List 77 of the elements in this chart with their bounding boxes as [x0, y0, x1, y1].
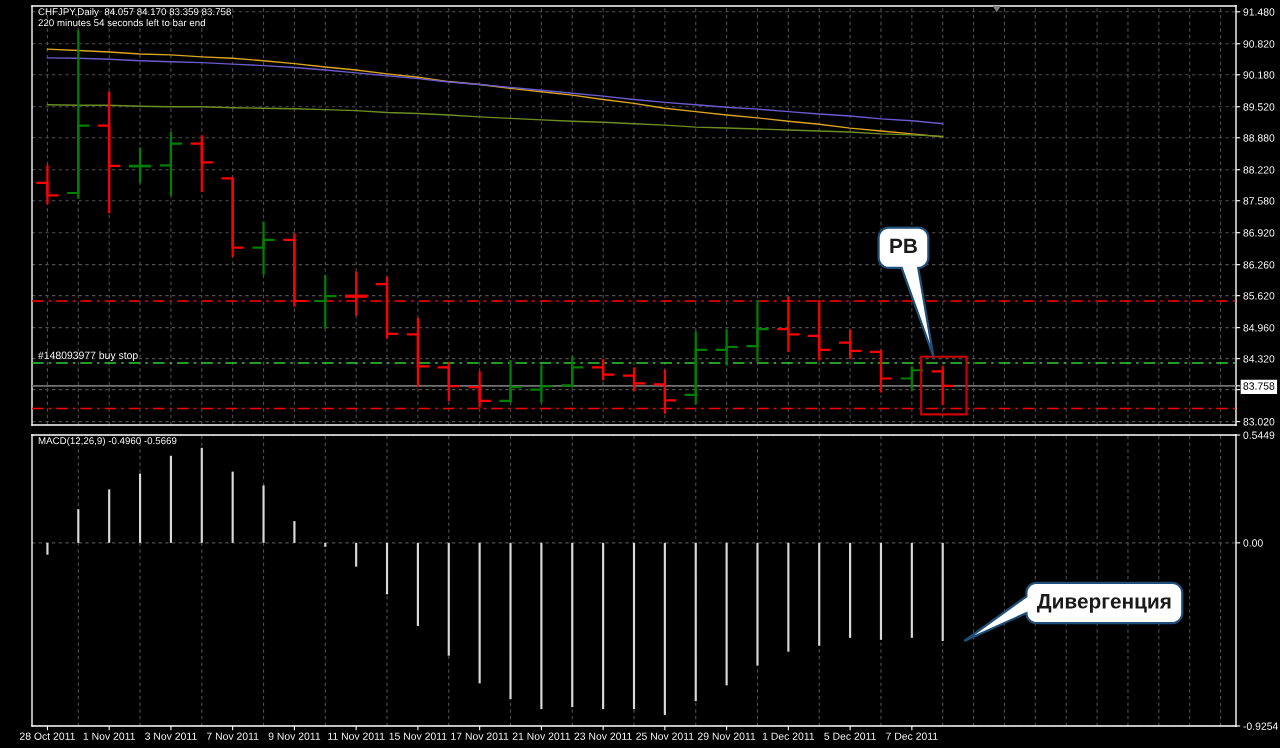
x-tick-label: 7 Dec 2011 [886, 732, 938, 740]
y-tick-label: -0.9254 [1243, 722, 1278, 730]
bar [571, 542, 574, 708]
candlestick [190, 134, 213, 194]
bar [169, 455, 172, 543]
x-tick-label: 17 Nov 2011 [451, 732, 509, 740]
candlestick [36, 163, 59, 206]
y-tick-label: 84.960 [1243, 324, 1275, 332]
x-tick-label: 1 Dec 2011 [762, 732, 815, 740]
bar [478, 542, 481, 684]
candlestick [900, 365, 923, 392]
candlestick [622, 366, 646, 393]
bar [694, 542, 697, 702]
bar [509, 542, 512, 700]
bar [262, 485, 265, 543]
x-tick-label: 28 Oct 2011 [19, 732, 75, 740]
annotation: Дивергенция [1036, 594, 1171, 613]
candlestick [746, 298, 769, 364]
x-tick-label: 11 Nov 2011 [328, 732, 385, 740]
bar [77, 509, 80, 543]
bar [941, 542, 944, 642]
bar [231, 471, 234, 543]
line-series [46, 57, 944, 125]
x-tick-label: 1 Nov 2011 [83, 732, 135, 740]
y-tick-label: 87.580 [1243, 197, 1275, 205]
bar [447, 542, 450, 656]
candlestick [499, 358, 522, 404]
bar [849, 542, 852, 638]
bar [385, 542, 389, 595]
bar [602, 542, 605, 710]
x-tick-label: 9 Nov 2011 [268, 732, 321, 740]
bar [725, 542, 728, 686]
bar [200, 447, 203, 543]
y-tick-label: 91.480 [1243, 8, 1275, 16]
y-tick-label: 90.820 [1243, 40, 1275, 48]
bar [663, 542, 666, 716]
y-tick-label: 0.00 [1243, 539, 1263, 547]
bar [355, 542, 358, 567]
annotation: PB [890, 238, 917, 254]
line-series [46, 104, 944, 137]
y-tick-label: 85.620 [1243, 292, 1275, 300]
chart-title: CHFJPY,Daily 84.057 84.170 83.359 83.758 [38, 8, 231, 18]
y-tick-label: 86.920 [1243, 229, 1275, 237]
chart-title: MACD(12,26,9) -0.4960 -0.5669 [38, 437, 177, 447]
x-tick-label: 3 Nov 2011 [145, 732, 197, 740]
y-tick-label: 83.020 [1243, 418, 1275, 426]
bar [818, 542, 821, 646]
bar [787, 542, 790, 652]
bar [108, 489, 111, 543]
x-tick-label: 25 Nov 2011 [636, 732, 694, 740]
y-tick-label: 83.758 [1243, 382, 1275, 390]
y-tick-label: 88.880 [1243, 134, 1275, 142]
bar [879, 542, 883, 640]
text: 220 minutes 54 seconds left to bar end [38, 19, 205, 27]
ref-line-label: #148093977 buy stop [38, 351, 138, 361]
x-tick-label: 21 Nov 2011 [512, 732, 571, 740]
x-tick-label: 23 Nov 2011 [574, 732, 632, 740]
bar [138, 473, 142, 543]
y-tick-label: 90.180 [1243, 71, 1275, 79]
bar [293, 521, 296, 543]
bar [756, 542, 759, 666]
x-tick-label: 5 Dec 2011 [824, 732, 876, 740]
bar [416, 542, 419, 626]
x-tick-label: 15 Nov 2011 [389, 732, 447, 740]
bar [632, 542, 636, 710]
y-tick-label: 86.260 [1243, 261, 1275, 269]
y-tick-label: 89.520 [1243, 103, 1275, 111]
candlestick [159, 130, 183, 197]
x-tick-label: 7 Nov 2011 [206, 732, 259, 740]
bar [46, 542, 49, 555]
bar [540, 542, 543, 710]
y-tick-label: 84.320 [1243, 355, 1275, 363]
x-tick-label: 29 Nov 2011 [697, 732, 756, 740]
y-tick-label: 88.220 [1243, 166, 1275, 174]
bar [910, 542, 913, 638]
candlestick [252, 220, 275, 276]
y-tick-label: 0.5449 [1243, 431, 1275, 439]
